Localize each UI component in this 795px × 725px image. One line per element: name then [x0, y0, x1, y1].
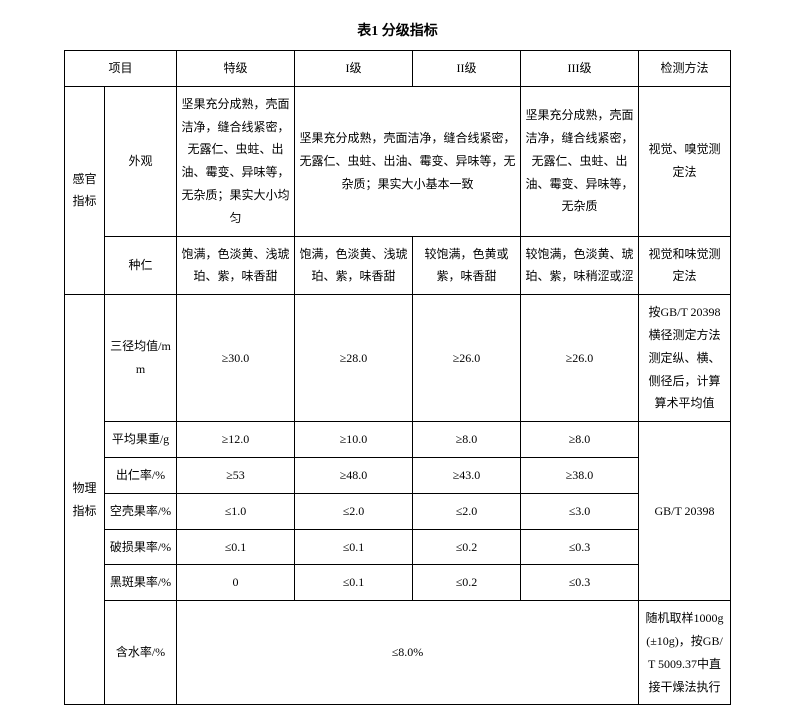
method-20398: GB/T 20398 — [639, 422, 731, 601]
moisture-value: ≤8.0% — [177, 601, 639, 705]
weight-g3: ≥8.0 — [521, 422, 639, 458]
kernel-special: 饱满，色淡黄、浅琥珀、紫，味香甜 — [177, 236, 295, 295]
weight-g2: ≥8.0 — [413, 422, 521, 458]
spot-rate-g3: ≤0.3 — [521, 565, 639, 601]
header-item: 项目 — [65, 51, 177, 87]
kernel-rate-g3: ≥38.0 — [521, 457, 639, 493]
damage-rate-label: 破损果率/% — [105, 529, 177, 565]
grading-table: 项目 特级 I级 II级 III级 检测方法 感官指标 外观 坚果充分成熟，壳面… — [64, 50, 731, 705]
header-special: 特级 — [177, 51, 295, 87]
damage-rate-g2: ≤0.2 — [413, 529, 521, 565]
moisture-method: 随机取样1000g(±10g)，按GB/T 5009.37中直接干燥法执行 — [639, 601, 731, 705]
kernel-rate-label: 出仁率/% — [105, 457, 177, 493]
diameter-g2: ≥26.0 — [413, 295, 521, 422]
weight-g1: ≥10.0 — [295, 422, 413, 458]
kernel-method: 视觉和味觉测定法 — [639, 236, 731, 295]
table-row: 平均果重/g ≥12.0 ≥10.0 ≥8.0 ≥8.0 GB/T 20398 — [65, 422, 731, 458]
spot-rate-g1: ≤0.1 — [295, 565, 413, 601]
empty-rate-g1: ≤2.0 — [295, 493, 413, 529]
spot-rate-special: 0 — [177, 565, 295, 601]
table-row: 感官指标 外观 坚果充分成熟，壳面洁净，缝合线紧密，无露仁、虫蛀、出油、霉变、异… — [65, 86, 731, 236]
physical-group: 物理指标 — [65, 295, 105, 705]
table-row: 出仁率/% ≥53 ≥48.0 ≥43.0 ≥38.0 — [65, 457, 731, 493]
kernel-rate-g1: ≥48.0 — [295, 457, 413, 493]
table-row: 含水率/% ≤8.0% 随机取样1000g(±10g)，按GB/T 5009.3… — [65, 601, 731, 705]
kernel-g1: 饱满，色淡黄、浅琥珀、紫，味香甜 — [295, 236, 413, 295]
kernel-g2: 较饱满，色黄或紫，味香甜 — [413, 236, 521, 295]
kernel-rate-special: ≥53 — [177, 457, 295, 493]
table-row: 物理指标 三径均值/mm ≥30.0 ≥28.0 ≥26.0 ≥26.0 按GB… — [65, 295, 731, 422]
weight-special: ≥12.0 — [177, 422, 295, 458]
appearance-g12: 坚果充分成熟，壳面洁净，缝合线紧密，无露仁、虫蛀、出油、霉变、异味等，无杂质；果… — [295, 86, 521, 236]
diameter-method: 按GB/T 20398横径测定方法测定纵、横、侧径后，计算算术平均值 — [639, 295, 731, 422]
diameter-g1: ≥28.0 — [295, 295, 413, 422]
sensory-group: 感官指标 — [65, 86, 105, 294]
damage-rate-special: ≤0.1 — [177, 529, 295, 565]
header-method: 检测方法 — [639, 51, 731, 87]
table-row: 破损果率/% ≤0.1 ≤0.1 ≤0.2 ≤0.3 — [65, 529, 731, 565]
kernel-g3: 较饱满，色淡黄、琥珀、紫，味稍涩或涩 — [521, 236, 639, 295]
empty-rate-special: ≤1.0 — [177, 493, 295, 529]
table-row: 项目 特级 I级 II级 III级 检测方法 — [65, 51, 731, 87]
spot-rate-g2: ≤0.2 — [413, 565, 521, 601]
weight-label: 平均果重/g — [105, 422, 177, 458]
damage-rate-g1: ≤0.1 — [295, 529, 413, 565]
kernel-rate-g2: ≥43.0 — [413, 457, 521, 493]
table-row: 种仁 饱满，色淡黄、浅琥珀、紫，味香甜 饱满，色淡黄、浅琥珀、紫，味香甜 较饱满… — [65, 236, 731, 295]
diameter-label: 三径均值/mm — [105, 295, 177, 422]
appearance-special: 坚果充分成熟，壳面洁净，缝合线紧密，无露仁、虫蛀、出油、霉变、异味等，无杂质；果… — [177, 86, 295, 236]
empty-rate-g2: ≤2.0 — [413, 493, 521, 529]
header-grade1: I级 — [295, 51, 413, 87]
table-row: 空壳果率/% ≤1.0 ≤2.0 ≤2.0 ≤3.0 — [65, 493, 731, 529]
appearance-label: 外观 — [105, 86, 177, 236]
kernel-label: 种仁 — [105, 236, 177, 295]
diameter-g3: ≥26.0 — [521, 295, 639, 422]
diameter-special: ≥30.0 — [177, 295, 295, 422]
spot-rate-label: 黑斑果率/% — [105, 565, 177, 601]
appearance-g3: 坚果充分成熟，壳面洁净，缝合线紧密，无露仁、虫蛀、出油、霉变、异味等，无杂质 — [521, 86, 639, 236]
moisture-label: 含水率/% — [105, 601, 177, 705]
damage-rate-g3: ≤0.3 — [521, 529, 639, 565]
table-row: 黑斑果率/% 0 ≤0.1 ≤0.2 ≤0.3 — [65, 565, 731, 601]
empty-rate-label: 空壳果率/% — [105, 493, 177, 529]
table-title: 表1 分级指标 — [20, 20, 775, 40]
appearance-method: 视觉、嗅觉测定法 — [639, 86, 731, 236]
empty-rate-g3: ≤3.0 — [521, 493, 639, 529]
header-grade2: II级 — [413, 51, 521, 87]
header-grade3: III级 — [521, 51, 639, 87]
